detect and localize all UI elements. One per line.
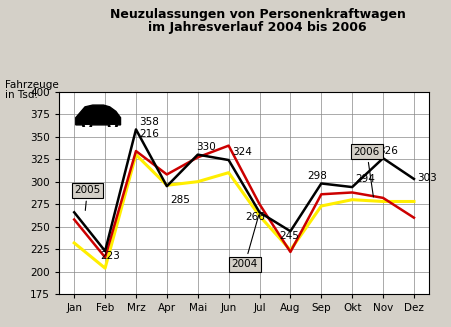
Polygon shape: [76, 105, 120, 125]
Text: 2005: 2005: [74, 185, 100, 211]
Text: 298: 298: [307, 171, 327, 181]
Text: Neuzulassungen von Personenkraftwagen: Neuzulassungen von Personenkraftwagen: [110, 8, 405, 21]
Text: Fahrzeuge: Fahrzeuge: [5, 80, 58, 90]
Text: 330: 330: [196, 142, 216, 152]
Polygon shape: [84, 108, 113, 118]
Text: in Tsd.: in Tsd.: [5, 90, 37, 100]
Text: 294: 294: [354, 174, 374, 184]
Text: 324: 324: [231, 147, 251, 157]
Text: 216: 216: [139, 129, 159, 139]
Text: 303: 303: [416, 173, 436, 183]
Text: 2006: 2006: [353, 146, 379, 197]
Text: 266: 266: [245, 212, 265, 222]
Text: 245: 245: [279, 231, 299, 241]
Text: 358: 358: [139, 117, 159, 127]
Text: 223: 223: [100, 251, 120, 261]
Text: 285: 285: [170, 195, 190, 205]
Text: 326: 326: [377, 146, 397, 156]
Text: 2004: 2004: [231, 215, 258, 269]
Text: im Jahresverlauf 2004 bis 2006: im Jahresverlauf 2004 bis 2006: [148, 21, 366, 34]
